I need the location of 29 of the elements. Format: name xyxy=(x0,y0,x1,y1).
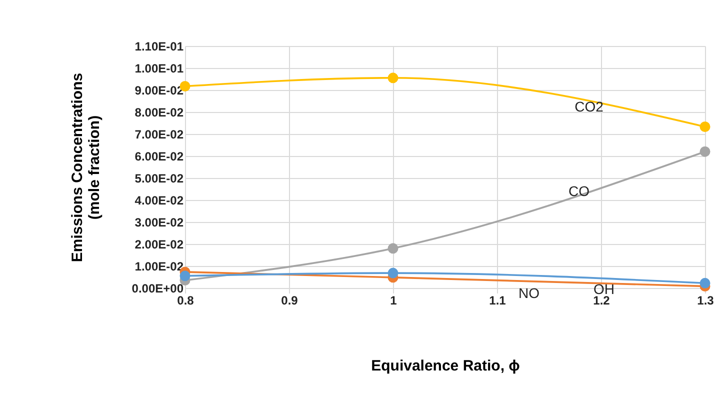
point xyxy=(700,278,710,288)
point xyxy=(388,72,398,84)
y-axis-title: Emissions Concentrations (mole fraction) xyxy=(68,72,103,262)
y-tick-label: 1.10E-01 xyxy=(134,40,184,54)
y-tick-label: 0.00E+00 xyxy=(132,282,184,296)
point xyxy=(388,243,398,254)
y-tick-label: 8.00E-02 xyxy=(134,106,184,120)
y-tick-label: 1.00E-02 xyxy=(134,260,184,274)
x-tick-label: 0.8 xyxy=(177,294,194,308)
x-tick-label: 1.1 xyxy=(489,294,506,308)
x-tick-label: 1 xyxy=(390,294,398,308)
y-tick-label: 6.00E-02 xyxy=(134,150,184,164)
x-tick-label: 1.3 xyxy=(697,294,714,308)
y-tick-label: 5.00E-02 xyxy=(134,172,184,186)
x-axis-title: Equivalence Ratio, ϕ xyxy=(371,358,520,374)
y-tick-label: 2.00E-02 xyxy=(134,238,184,252)
point xyxy=(700,122,710,132)
y-tick-label: 4.00E-02 xyxy=(134,194,184,208)
point xyxy=(700,146,710,157)
y-tick-label: 1.00E-01 xyxy=(134,62,184,76)
point xyxy=(180,270,190,282)
point xyxy=(388,268,398,278)
series-label: CO xyxy=(568,183,590,199)
series-label: CO2 xyxy=(574,98,604,114)
series-label: NO xyxy=(518,284,540,301)
y-tick-label: 7.00E-02 xyxy=(134,128,184,142)
y-tick-label: 9.00E-02 xyxy=(134,84,184,98)
x-tick-label: 0.9 xyxy=(281,294,298,308)
y-tick-label: 3.00E-02 xyxy=(134,216,184,230)
